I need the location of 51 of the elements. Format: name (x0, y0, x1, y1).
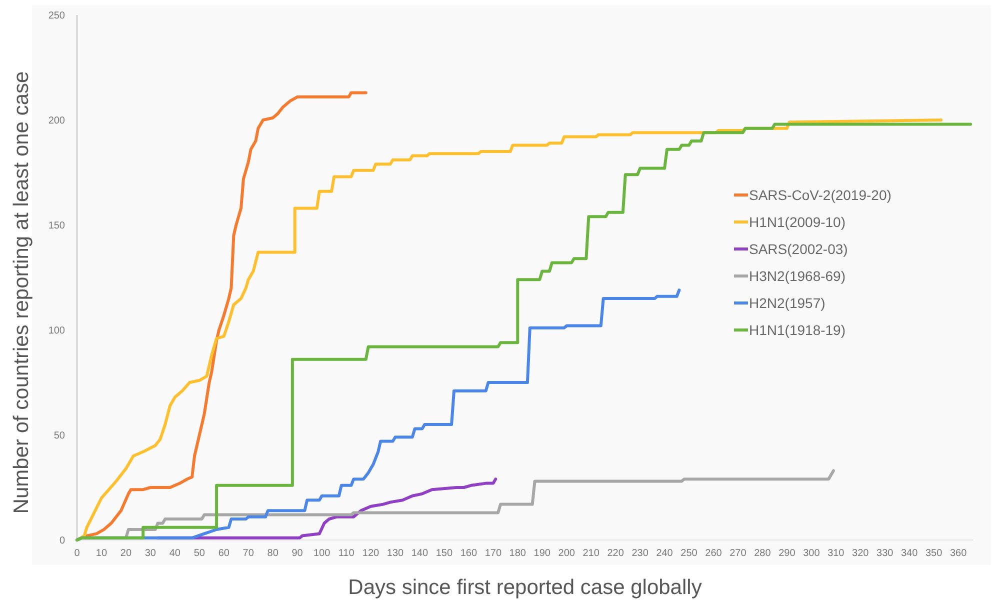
x-tick-label: 220 (607, 548, 624, 559)
x-tick-label: 320 (852, 548, 870, 559)
y-tick-label: 50 (54, 430, 66, 442)
y-axis-title: Number of countries reporting at least one case (10, 71, 33, 514)
x-axis-title: Days since first reported case globally (348, 576, 702, 599)
x-tick-label: 70 (242, 548, 254, 559)
x-tick-label: 340 (901, 548, 918, 559)
legend-label: SARS-CoV-2(2019-20) (749, 186, 892, 203)
x-tick-label: 250 (680, 548, 698, 559)
x-tick-label: 30 (144, 548, 156, 559)
x-tick-label: 50 (194, 548, 206, 559)
x-tick-label: 60 (218, 548, 230, 559)
y-tick-label: 200 (48, 116, 66, 126)
x-tick-label: 240 (656, 548, 674, 559)
x-tick-label: 140 (411, 548, 429, 559)
legend-label: H2N2(1957) (749, 294, 826, 311)
x-tick-label: 0 (74, 548, 80, 559)
y-tick-label: 0 (59, 536, 66, 546)
x-tick-label: 160 (460, 548, 478, 559)
x-tick-label: 360 (950, 548, 968, 559)
x-tick-label: 300 (803, 548, 820, 559)
x-tick-label: 350 (925, 548, 943, 559)
x-tick-label: 90 (292, 548, 304, 559)
x-tick-label: 130 (386, 548, 404, 559)
x-tick-label: 10 (96, 548, 108, 559)
legend-label: H3N2(1968-69) (749, 268, 846, 284)
x-tick-label: 100 (313, 548, 331, 559)
x-tick-label: 40 (169, 548, 181, 559)
x-tick-label: 190 (534, 548, 551, 559)
x-tick-label: 20 (120, 548, 132, 559)
x-tick-label: 290 (778, 548, 796, 559)
x-tick-label: 80 (267, 548, 279, 559)
legend-label: SARS(2002-03) (749, 240, 848, 257)
x-tick-label: 260 (705, 548, 722, 559)
x-tick-label: 200 (558, 548, 576, 559)
x-tick-label: 230 (632, 548, 649, 559)
y-tick-label: 100 (48, 326, 66, 336)
x-tick-label: 110 (338, 548, 355, 559)
y-tick-label: 250 (48, 10, 66, 22)
legend-label: H1N1(2009-10) (749, 214, 846, 230)
x-tick-label: 210 (582, 548, 600, 559)
x-tick-label: 330 (876, 548, 894, 559)
legend-label: H1N1(1918-19) (749, 322, 846, 338)
x-tick-label: 120 (362, 548, 380, 559)
y-tick-label: 150 (48, 220, 66, 232)
x-tick-label: 310 (828, 548, 845, 559)
x-tick-label: 170 (484, 548, 502, 559)
x-tick-label: 150 (436, 548, 453, 559)
x-tick-label: 180 (509, 548, 526, 559)
x-tick-label: 280 (754, 548, 772, 559)
x-tick-label: 270 (730, 548, 747, 559)
